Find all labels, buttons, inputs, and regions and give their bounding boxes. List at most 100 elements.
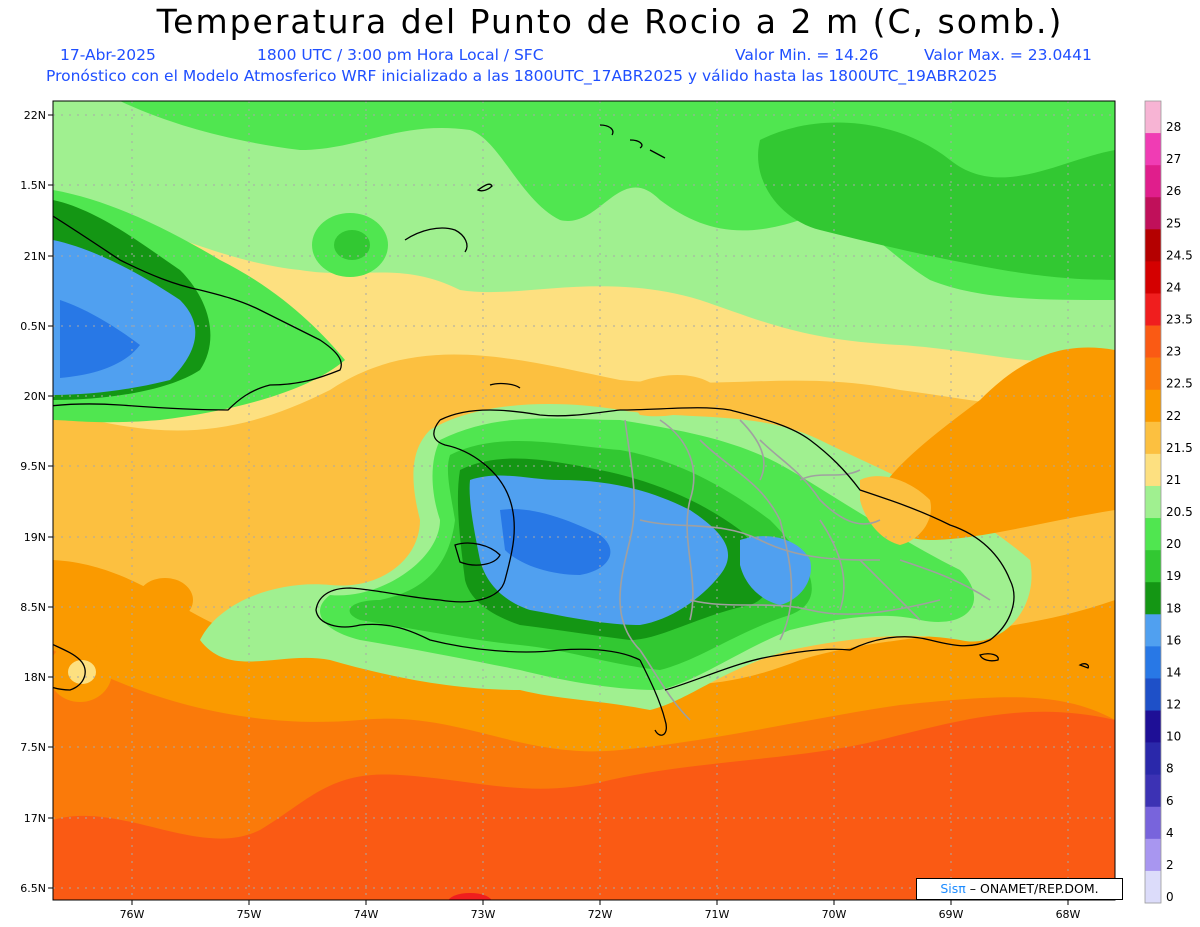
colorbar-swatch	[1145, 197, 1161, 230]
colorbar-label: 19	[1166, 569, 1181, 583]
forecast-description: Pronóstico con el Modelo Atmosferico WRF…	[46, 67, 998, 85]
field-spot-23-5	[448, 893, 492, 900]
lon-label: 69W	[939, 908, 964, 921]
colorbar-swatch	[1145, 261, 1161, 294]
colorbar-label: 23	[1166, 345, 1181, 359]
colorbar-label: 24.5	[1166, 248, 1193, 262]
lon-label: 73W	[471, 908, 496, 921]
field-spot-22-west	[137, 578, 193, 622]
coast-tortuga	[489, 382, 521, 389]
coast-dr-north	[619, 407, 1015, 651]
colorbar-label: 6	[1166, 794, 1174, 808]
colorbar-label: 24	[1166, 280, 1181, 294]
coast-cay	[476, 183, 493, 192]
province-borders	[619, 419, 991, 721]
lat-label: 7.5N	[20, 741, 46, 754]
colorbar-swatch	[1145, 870, 1161, 904]
coast-mona	[1078, 663, 1090, 669]
lat-label: 9.5N	[20, 460, 46, 473]
coast-dr-south	[639, 648, 851, 736]
colorbar: 2827262524.52423.52322.52221.52120.52019…	[1144, 100, 1193, 904]
max-value: Valor Max. = 23.0441	[924, 46, 1092, 64]
colorbar-swatch	[1145, 229, 1161, 262]
coastlines	[53, 124, 1090, 736]
colorbar-swatch	[1145, 453, 1161, 487]
colorbar-swatch	[1145, 357, 1161, 391]
colorbar-swatch	[1145, 806, 1161, 840]
lat-label: 0.5N	[20, 320, 46, 333]
map-title: Temperatura del Punto de Rocio a 2 m (C,…	[156, 2, 1064, 41]
colorbar-label: 16	[1166, 633, 1181, 647]
lat-label: 18N	[24, 671, 46, 684]
lat-label: 8.5N	[20, 601, 46, 614]
colorbar-label: 20	[1166, 537, 1181, 551]
colorbar-swatch	[1145, 550, 1161, 583]
colorbar-label: 21.5	[1166, 441, 1193, 455]
lon-label: 70W	[822, 908, 847, 921]
colorbar-label: 2	[1166, 858, 1174, 872]
colorbar-label: 26	[1166, 184, 1181, 198]
lat-label: 1.5N	[20, 179, 46, 192]
lat-label: 20N	[24, 390, 46, 403]
lat-label: 6.5N	[20, 882, 46, 895]
field-cuba-14	[60, 300, 140, 378]
min-value: Valor Min. = 14.26	[735, 46, 879, 64]
forecast-date: 17-Abr-2025	[60, 46, 156, 64]
field-blob-19	[334, 230, 370, 260]
colorbar-swatch	[1145, 133, 1161, 166]
field-jamaica-21	[68, 660, 96, 684]
colorbar-swatch	[1145, 325, 1161, 358]
colorbar-label: 22.5	[1166, 377, 1193, 391]
colorbar-label: 10	[1166, 730, 1181, 744]
field-band-23	[53, 711, 1115, 900]
colorbar-swatch	[1145, 101, 1161, 134]
coast-cuba	[53, 215, 342, 411]
colorbar-swatch	[1145, 614, 1161, 647]
colorbar-swatch	[1145, 485, 1161, 519]
map-plot-area	[53, 101, 1115, 900]
map-frame	[52, 100, 1116, 901]
lon-label: 71W	[705, 908, 730, 921]
lon-label: 72W	[588, 908, 613, 921]
colorbar-label: 27	[1166, 152, 1181, 166]
coast-saona	[979, 653, 999, 662]
colorbar-swatch	[1145, 389, 1161, 423]
colorbar-swatch	[1145, 742, 1161, 775]
lon-label: 68W	[1056, 908, 1081, 921]
colorbar-swatch	[1145, 582, 1161, 615]
colorbar-swatch	[1145, 293, 1161, 326]
lat-label: 17N	[24, 812, 46, 825]
axis-ticks	[48, 114, 1069, 905]
field-band-19-north	[758, 122, 1115, 280]
colorbar-swatch	[1145, 838, 1161, 872]
colorbar-swatch	[1145, 710, 1161, 743]
colorbar-label: 21	[1166, 473, 1181, 487]
forecast-time: 1800 UTC / 3:00 pm Hora Local / SFC	[257, 46, 544, 64]
lat-label: 19N	[24, 531, 46, 544]
colorbar-label: 14	[1166, 665, 1181, 679]
coast-caicos	[599, 124, 666, 159]
field-east-21-5	[860, 476, 931, 545]
colorbar-label: 20.5	[1166, 505, 1193, 519]
longitude-labels: 76W 75W 74W 73W 72W 71W 70W 69W 68W	[120, 908, 1081, 921]
colorbar-swatch	[1145, 646, 1161, 679]
coast-jamaica	[53, 643, 86, 691]
field-hisp-14	[500, 509, 611, 575]
colorbar-label: 8	[1166, 762, 1174, 776]
colorbar-swatch	[1145, 165, 1161, 198]
colorbar-swatch	[1145, 421, 1161, 455]
coast-gonave	[454, 542, 501, 566]
credit-org: – ONAMET/REP.DOM.	[965, 881, 1099, 896]
coast-haiti-west	[315, 419, 641, 661]
latitude-labels: 22N 1.5N 21N 0.5N 20N 9.5N 19N 8.5N 18N …	[20, 109, 46, 895]
colorbar-label: 22	[1166, 409, 1181, 423]
field-spot-21-5-north	[375, 410, 425, 450]
colorbar-label: 28	[1166, 120, 1181, 134]
colorbar-border	[1144, 100, 1162, 904]
colorbar-label: 0	[1166, 890, 1174, 904]
colorbar-label: 4	[1166, 826, 1174, 840]
colorbar-swatch	[1145, 518, 1161, 551]
lat-label: 22N	[24, 109, 46, 122]
lat-label: 21N	[24, 250, 46, 263]
coast-haiti-north	[439, 409, 621, 421]
